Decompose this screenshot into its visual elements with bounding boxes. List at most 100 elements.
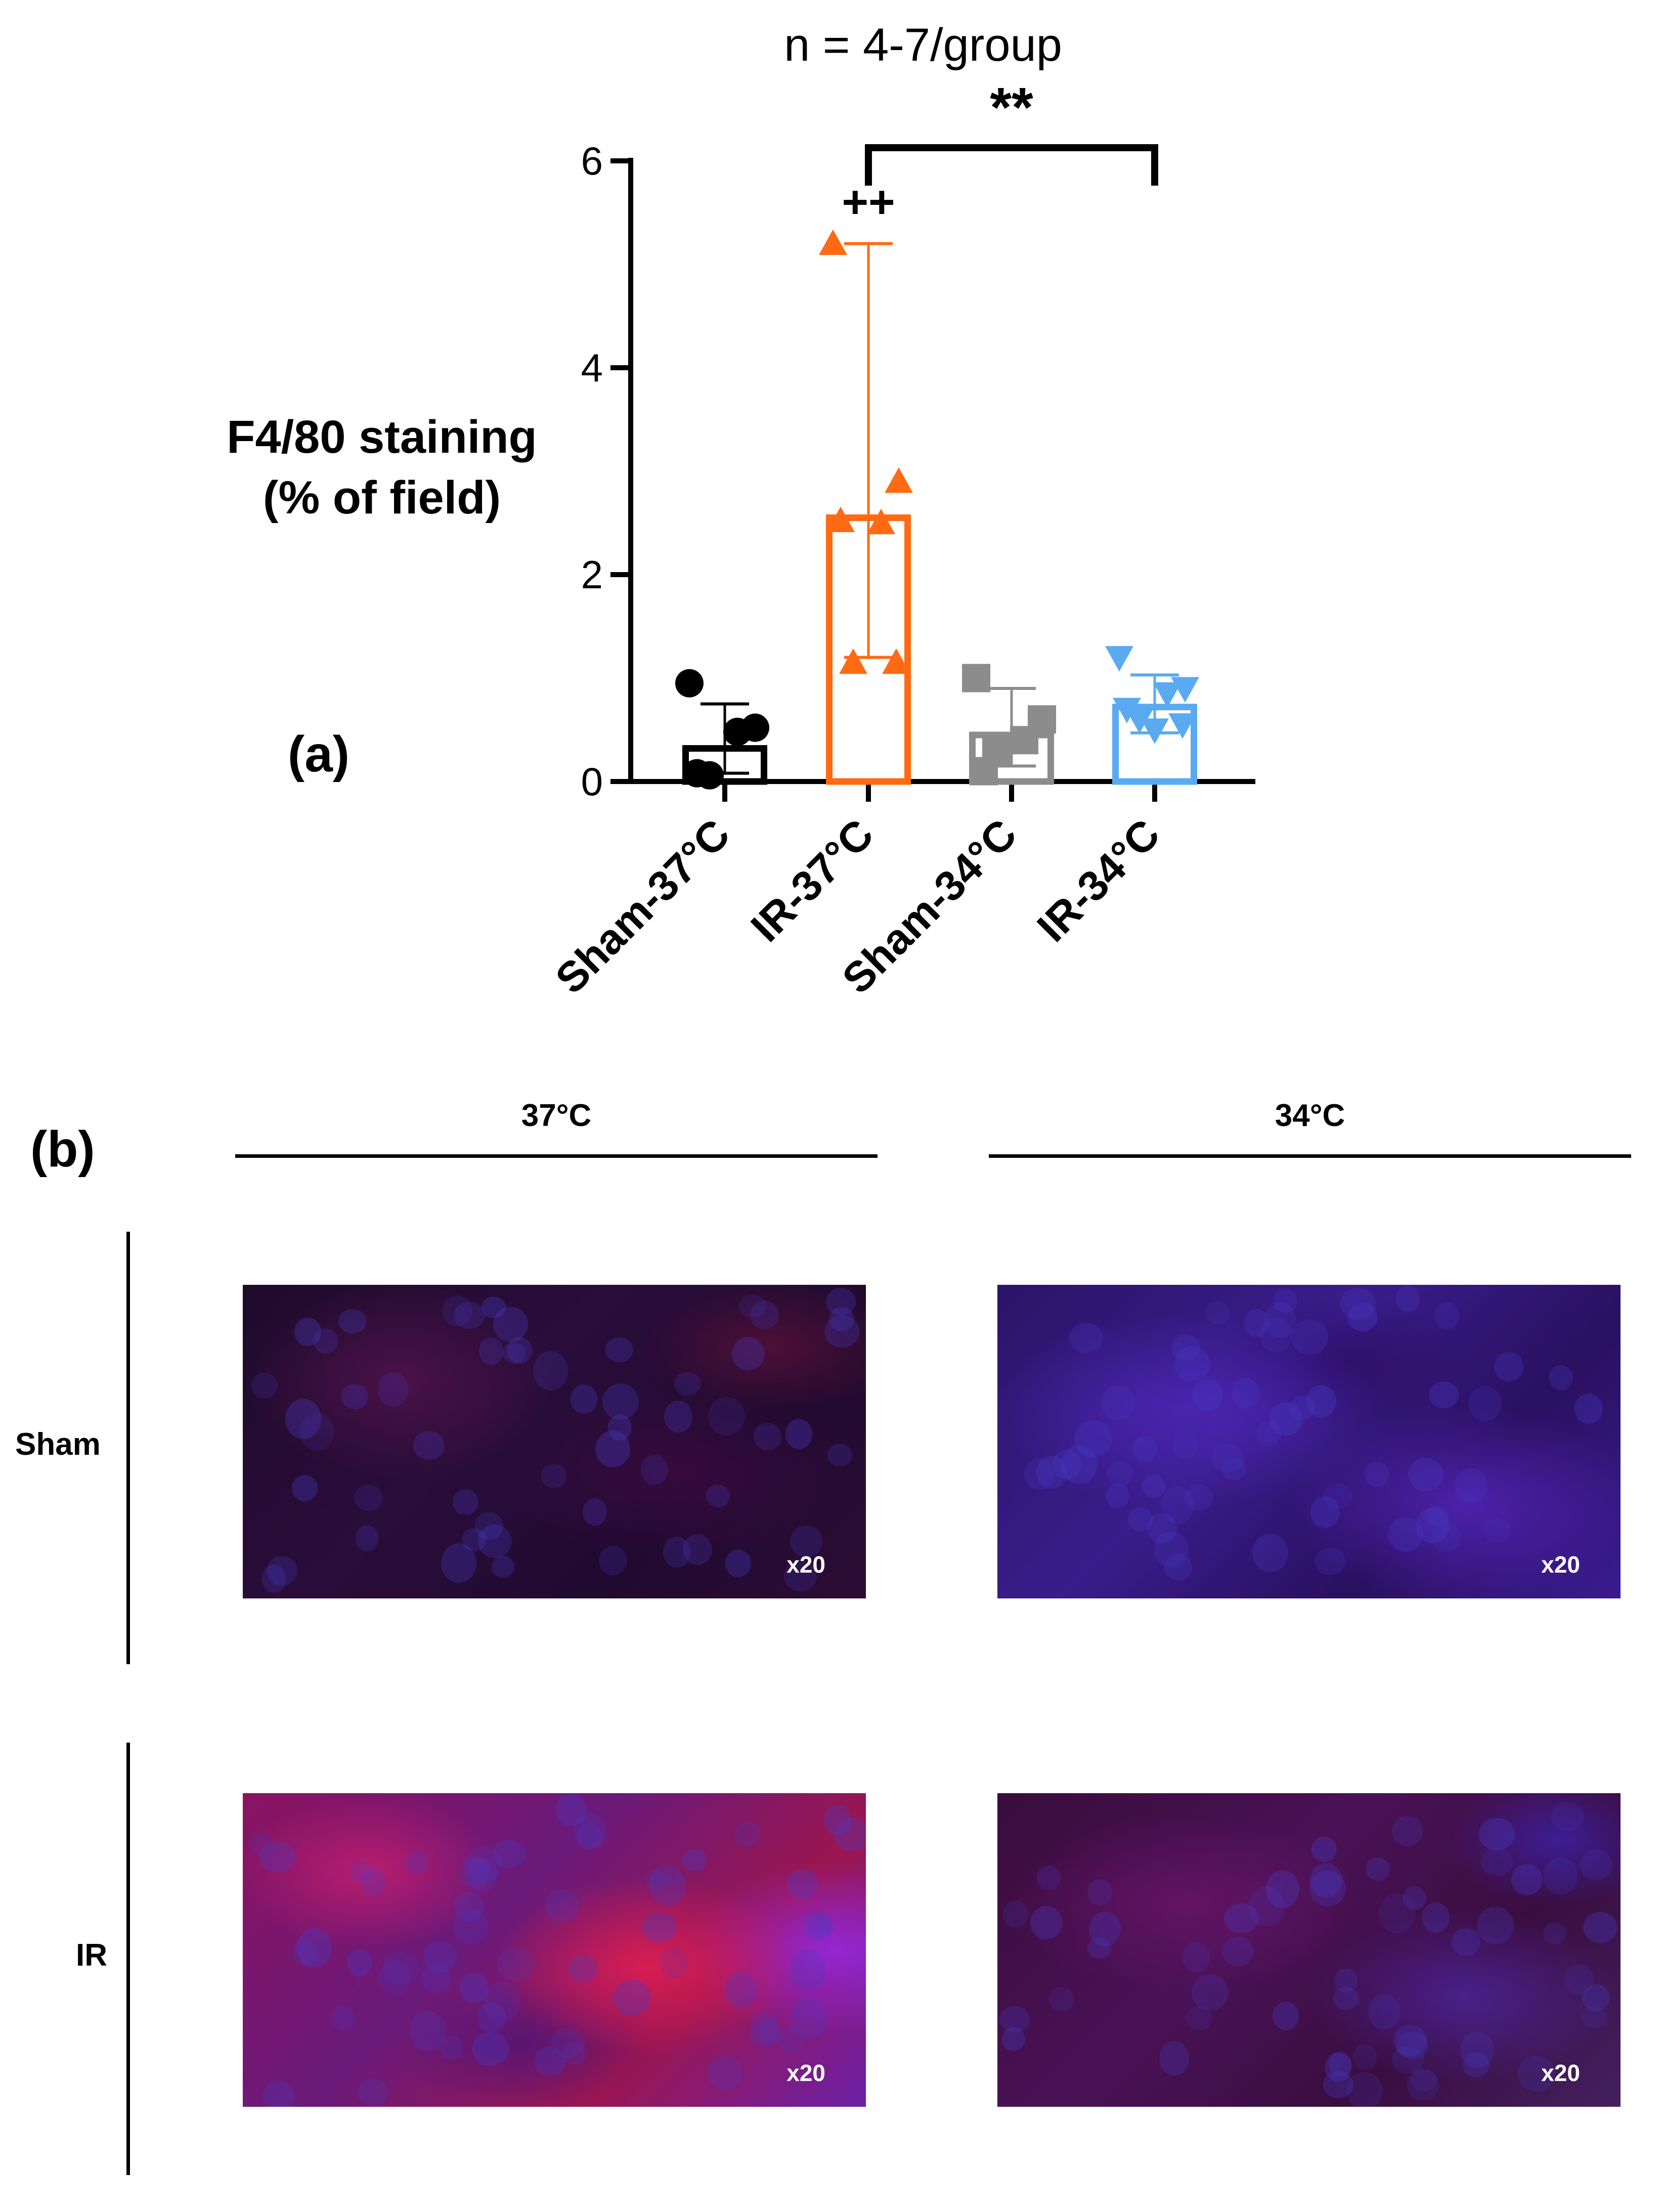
nucleus bbox=[551, 2028, 585, 2058]
nucleus bbox=[1089, 1912, 1121, 1947]
magnification-label: x20 bbox=[786, 1551, 825, 1578]
nucleus bbox=[1579, 1849, 1612, 1881]
nucleus bbox=[1429, 1381, 1459, 1409]
bar-chart: n = 4-7/group F4/80 staining (% of field… bbox=[227, 19, 1255, 1003]
nucleus bbox=[645, 1869, 669, 1890]
nucleus bbox=[1087, 1879, 1113, 1906]
nucleus bbox=[1563, 1964, 1594, 1994]
nucleus bbox=[493, 1839, 526, 1868]
nucleus bbox=[1582, 1984, 1610, 2012]
nucleus bbox=[1334, 1968, 1358, 1992]
nucleus bbox=[1379, 1893, 1416, 1934]
nucleus bbox=[248, 1832, 272, 1855]
significance-bracket bbox=[865, 144, 1158, 186]
y-axis-label-line1: F4/80 staining bbox=[227, 411, 537, 463]
nucleus bbox=[1347, 2071, 1383, 2107]
data-point bbox=[1105, 646, 1133, 672]
x-tick-label: IR-34°C bbox=[1028, 810, 1168, 950]
nucleus bbox=[750, 2014, 781, 2048]
nucleus bbox=[502, 1342, 526, 1364]
nucleus bbox=[292, 1939, 317, 1966]
nucleus bbox=[790, 1996, 828, 2038]
nucleus bbox=[1024, 1458, 1055, 1490]
nucleus bbox=[358, 2078, 388, 2106]
nucleus bbox=[683, 1534, 713, 1566]
nucleus bbox=[1543, 1857, 1578, 1895]
nucleus bbox=[354, 1485, 383, 1511]
nucleus bbox=[787, 1869, 818, 1898]
nucleus bbox=[1454, 1468, 1487, 1503]
nucleus bbox=[1364, 1461, 1390, 1487]
nucleus bbox=[1323, 1483, 1352, 1509]
nucleus bbox=[441, 1543, 477, 1583]
nucleus bbox=[297, 1928, 332, 1968]
nucleus bbox=[413, 1430, 445, 1460]
column-label-34c: 34°C bbox=[1275, 1098, 1345, 1133]
y-axis-label-line2: (% of field) bbox=[263, 472, 501, 524]
nucleus bbox=[828, 1307, 854, 1331]
nucleus bbox=[1368, 1994, 1400, 2030]
nucleus bbox=[261, 1565, 287, 1593]
nucleus bbox=[497, 1947, 534, 1981]
nucleus bbox=[1393, 2024, 1427, 2057]
nucleus bbox=[555, 1794, 588, 1827]
nucleus bbox=[442, 1295, 472, 1326]
nucleus bbox=[1244, 1309, 1269, 1337]
nucleus bbox=[1061, 1445, 1098, 1485]
nucleus bbox=[649, 1866, 686, 1906]
y-tick-label: 2 bbox=[581, 552, 603, 597]
nucleus bbox=[313, 1328, 338, 1354]
nucleus bbox=[452, 1908, 489, 1944]
nucleus bbox=[285, 1398, 322, 1440]
significance-stars: ** bbox=[990, 76, 1033, 139]
nucleus bbox=[464, 1847, 502, 1883]
nucleus bbox=[776, 2027, 804, 2053]
nucleus bbox=[471, 2031, 509, 2066]
panel-a-label: (a) bbox=[288, 726, 349, 783]
nucleus bbox=[1192, 1378, 1223, 1412]
nucleus bbox=[262, 2081, 294, 2107]
nucleus bbox=[259, 1841, 296, 1873]
nucleus bbox=[1036, 1455, 1067, 1489]
x-tick-label: IR-37°C bbox=[741, 810, 882, 950]
column-label-37c: 37°C bbox=[521, 1098, 592, 1133]
nucleus bbox=[1340, 1287, 1376, 1320]
nucleus bbox=[1273, 2002, 1299, 2030]
nucleus bbox=[1352, 2044, 1377, 2070]
nucleus bbox=[1309, 1862, 1342, 1897]
nucleus bbox=[614, 1979, 651, 2016]
plus-marker: ++ bbox=[842, 177, 895, 228]
nucleus bbox=[541, 1464, 566, 1488]
nucleus bbox=[1460, 2031, 1495, 2068]
micrograph-sham-34c: x20 bbox=[997, 1285, 1621, 1598]
row-divider-ir bbox=[126, 1743, 130, 2175]
micrograph-ir-34c: x20 bbox=[997, 1793, 1621, 2107]
nucleus bbox=[1476, 1906, 1514, 1944]
nucleus bbox=[1265, 1870, 1299, 1908]
nucleus bbox=[482, 1296, 506, 1318]
nucleus bbox=[1310, 1496, 1339, 1529]
nucleus bbox=[1161, 1486, 1195, 1524]
data-point bbox=[826, 506, 855, 533]
nucleus bbox=[754, 1422, 781, 1451]
nucleus bbox=[1048, 1986, 1075, 2012]
data-point bbox=[839, 648, 867, 674]
data-point bbox=[675, 669, 704, 698]
nucleus bbox=[1581, 2006, 1607, 2029]
nucleus bbox=[725, 1971, 758, 2008]
nucleus bbox=[608, 1414, 632, 1441]
magnification-label: x20 bbox=[786, 2060, 825, 2086]
nucleus bbox=[462, 1528, 487, 1551]
nucleus bbox=[567, 1955, 598, 1983]
nucleus bbox=[355, 1525, 379, 1551]
nucleus bbox=[1205, 1302, 1231, 1325]
nucleus bbox=[453, 1891, 485, 1922]
nucleus bbox=[467, 1857, 498, 1892]
nucleus bbox=[360, 1867, 386, 1896]
nucleus bbox=[534, 2047, 566, 2076]
row-label-ir: IR bbox=[76, 1938, 107, 1973]
nucleus bbox=[1185, 2006, 1212, 2030]
nucleus bbox=[1311, 1837, 1337, 1862]
nucleus bbox=[1328, 2051, 1351, 2077]
nucleus bbox=[1074, 1420, 1113, 1457]
